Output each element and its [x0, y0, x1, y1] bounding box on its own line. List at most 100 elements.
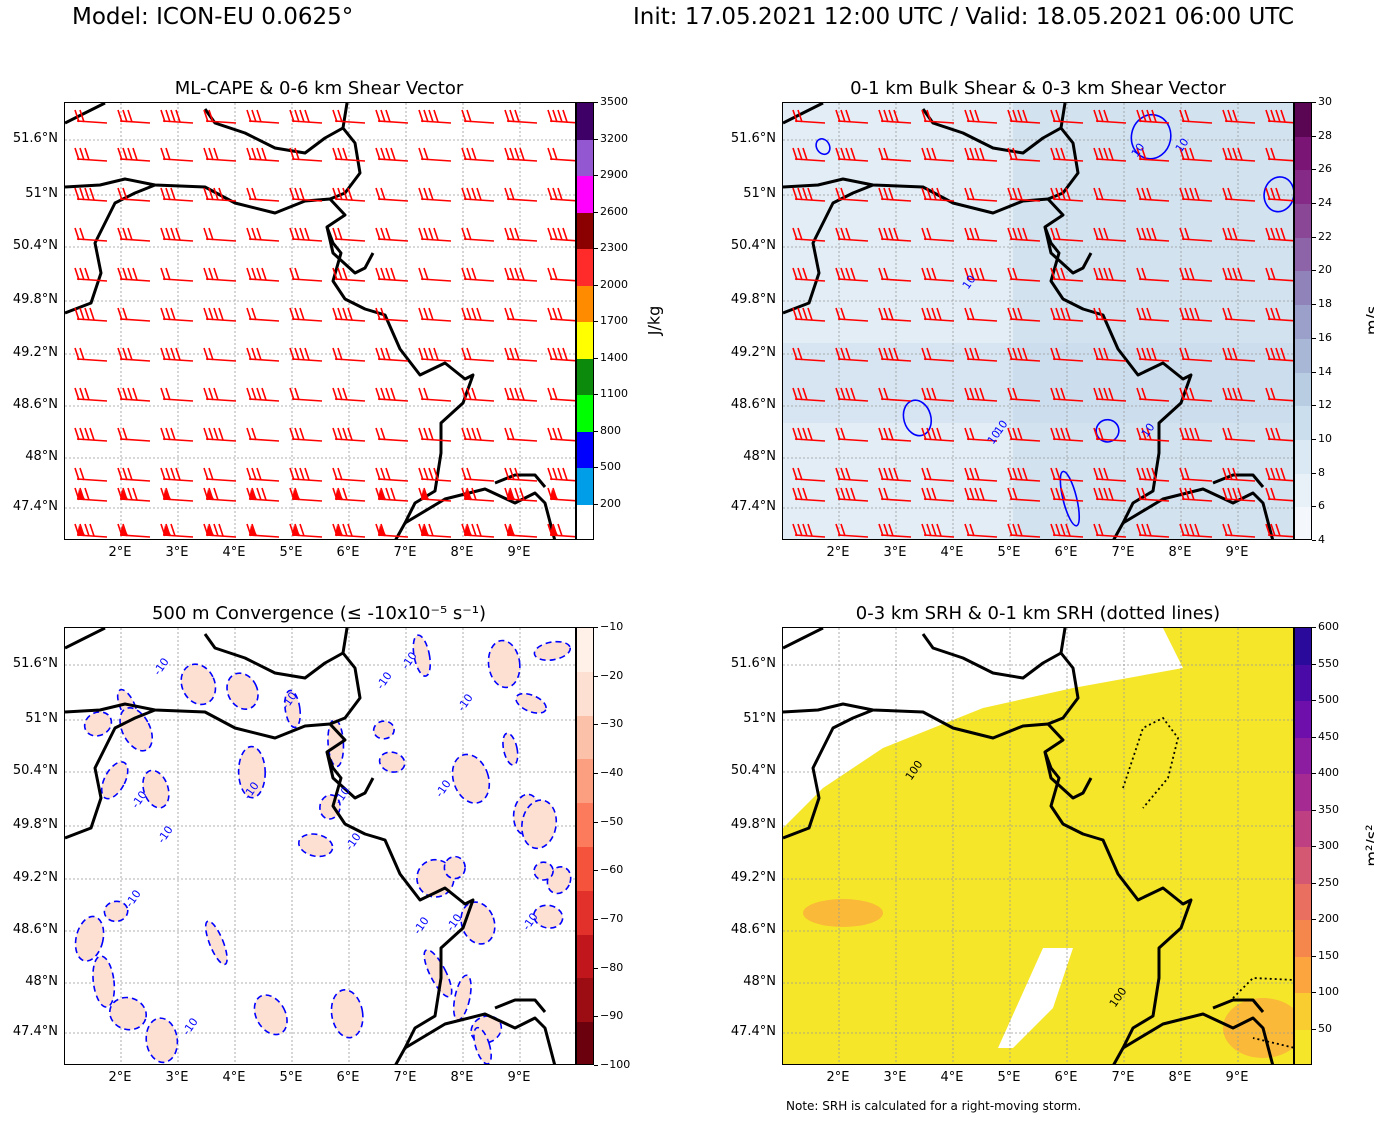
- colorbar-tickmark: [1312, 337, 1316, 339]
- colorbar-tick-label: 18: [1318, 297, 1332, 311]
- wind-barb: [246, 427, 280, 442]
- wind-barb: [1179, 427, 1213, 442]
- wind-barb: [203, 427, 237, 442]
- colorbar-swatch: [577, 139, 593, 177]
- wind-barb: [547, 387, 575, 402]
- wind-barb: [792, 267, 826, 282]
- country-border: [783, 177, 1193, 539]
- wind-barb: [461, 109, 495, 124]
- wind-barb: [375, 387, 409, 402]
- lon-label: 9°E: [507, 545, 531, 560]
- wind-barb: [1222, 147, 1256, 162]
- wind-barb: [921, 109, 955, 124]
- colorbar-tickmark: [1312, 371, 1316, 373]
- colorbar-tick-label: −50: [600, 814, 624, 828]
- wind-barb: [1007, 227, 1041, 242]
- wind-barb: [1007, 523, 1041, 538]
- lat-label: 51°N: [743, 186, 776, 201]
- colorbar-tickmark: [1312, 736, 1316, 738]
- wind-barb: [1093, 307, 1127, 322]
- wind-barb: [418, 487, 452, 502]
- wind-barb: [160, 227, 194, 242]
- colorbar-tickmark: [1312, 809, 1316, 811]
- wind-barb: [1093, 187, 1127, 202]
- colorbar-tickmark: [1312, 405, 1316, 407]
- wind-barb: [1093, 523, 1127, 538]
- colorbar-tick-label: 500: [600, 460, 621, 474]
- wind-barb: [547, 347, 575, 362]
- wind-barb: [835, 187, 869, 202]
- wind-barb: [74, 487, 108, 502]
- colorbar-tickmark: [1312, 169, 1316, 171]
- lon-label: 3°E: [883, 1070, 907, 1085]
- colorbar-tick-label: 1400: [600, 350, 628, 364]
- lon-label: 2°E: [826, 545, 850, 560]
- contour-line: [443, 855, 466, 880]
- map-area: 100 100: [782, 627, 1294, 1065]
- country-border: [329, 103, 362, 201]
- wind-barb: [332, 187, 366, 202]
- wind-barb: [1007, 347, 1041, 362]
- lat-label: 48°N: [25, 449, 58, 464]
- wind-barb: [504, 227, 538, 242]
- lon-label: 2°E: [826, 1070, 850, 1085]
- panel-title: ML-CAPE & 0-6 km Shear Vector: [174, 78, 464, 99]
- panel-title: 500 m Convergence (≤ -10x10⁻⁵ s⁻¹): [151, 603, 487, 624]
- colorbar-swatch: [1295, 701, 1311, 739]
- wind-barb: [921, 467, 955, 482]
- wind-barb: [964, 187, 998, 202]
- country-border: [783, 183, 874, 315]
- country-border: [494, 998, 547, 1013]
- contour-label: -10: [374, 670, 395, 692]
- wind-barb: [117, 387, 151, 402]
- wind-barb: [792, 307, 826, 322]
- colorbar-tickmark: [1312, 540, 1316, 541]
- colorbar-swatch: [1295, 956, 1311, 994]
- colorbar-tick-label: 200: [600, 497, 621, 510]
- colorbar-tick-label: 10: [1318, 431, 1332, 445]
- wind-barb: [1136, 347, 1170, 362]
- contour-line: [145, 1017, 179, 1064]
- contour-label: 100: [1107, 985, 1130, 1010]
- wind-barb: [117, 467, 151, 482]
- wind-barb: [117, 227, 151, 242]
- contour-line: [253, 994, 288, 1036]
- wind-barb: [375, 307, 409, 322]
- colorbar-tickmark: [594, 627, 598, 628]
- wind-barb: [1050, 487, 1084, 502]
- wind-barb: [160, 109, 194, 124]
- wind-barb: [332, 387, 366, 402]
- wind-barb: [1265, 307, 1293, 322]
- colorbar-swatch: [1295, 883, 1311, 921]
- colorbar-tick-label: 800: [600, 423, 621, 437]
- colorbar-tickmark: [1312, 135, 1316, 137]
- colorbar-unit: m²/s²: [1362, 824, 1374, 867]
- wind-barb: [203, 227, 237, 242]
- colorbar-swatch: [1295, 136, 1311, 171]
- colorbar-tick-label: −70: [600, 912, 624, 925]
- colorbar-swatch: [1295, 1030, 1311, 1064]
- country-border: [65, 103, 106, 125]
- wind-barb: [547, 147, 575, 162]
- colorbar-tickmark: [1312, 304, 1316, 306]
- wind-barb: [418, 227, 452, 242]
- country-border: [404, 487, 557, 539]
- panel-title: 0-3 km SRH & 0-1 km SRH (dotted lines): [855, 603, 1221, 624]
- wind-barb: [418, 147, 452, 162]
- wind-barb: [117, 267, 151, 282]
- colorbar-tickmark: [594, 919, 598, 920]
- colorbar-tick-label: 26: [1318, 162, 1332, 176]
- contour-line: [473, 1026, 492, 1064]
- colorbar-swatch: [1295, 664, 1311, 702]
- wind-barb: [246, 467, 280, 482]
- colorbar-swatch: [1295, 774, 1311, 812]
- wind-barb: [289, 147, 323, 162]
- colorbar-swatch: [577, 715, 593, 760]
- wind-barb: [160, 523, 194, 538]
- country-border: [65, 628, 106, 650]
- colorbar-swatch: [577, 285, 593, 323]
- wind-barb: [1093, 227, 1127, 242]
- colorbar-tick-label: 30: [1318, 95, 1332, 108]
- colorbar-tickmark: [594, 138, 598, 140]
- colorbar-swatch: [577, 847, 593, 892]
